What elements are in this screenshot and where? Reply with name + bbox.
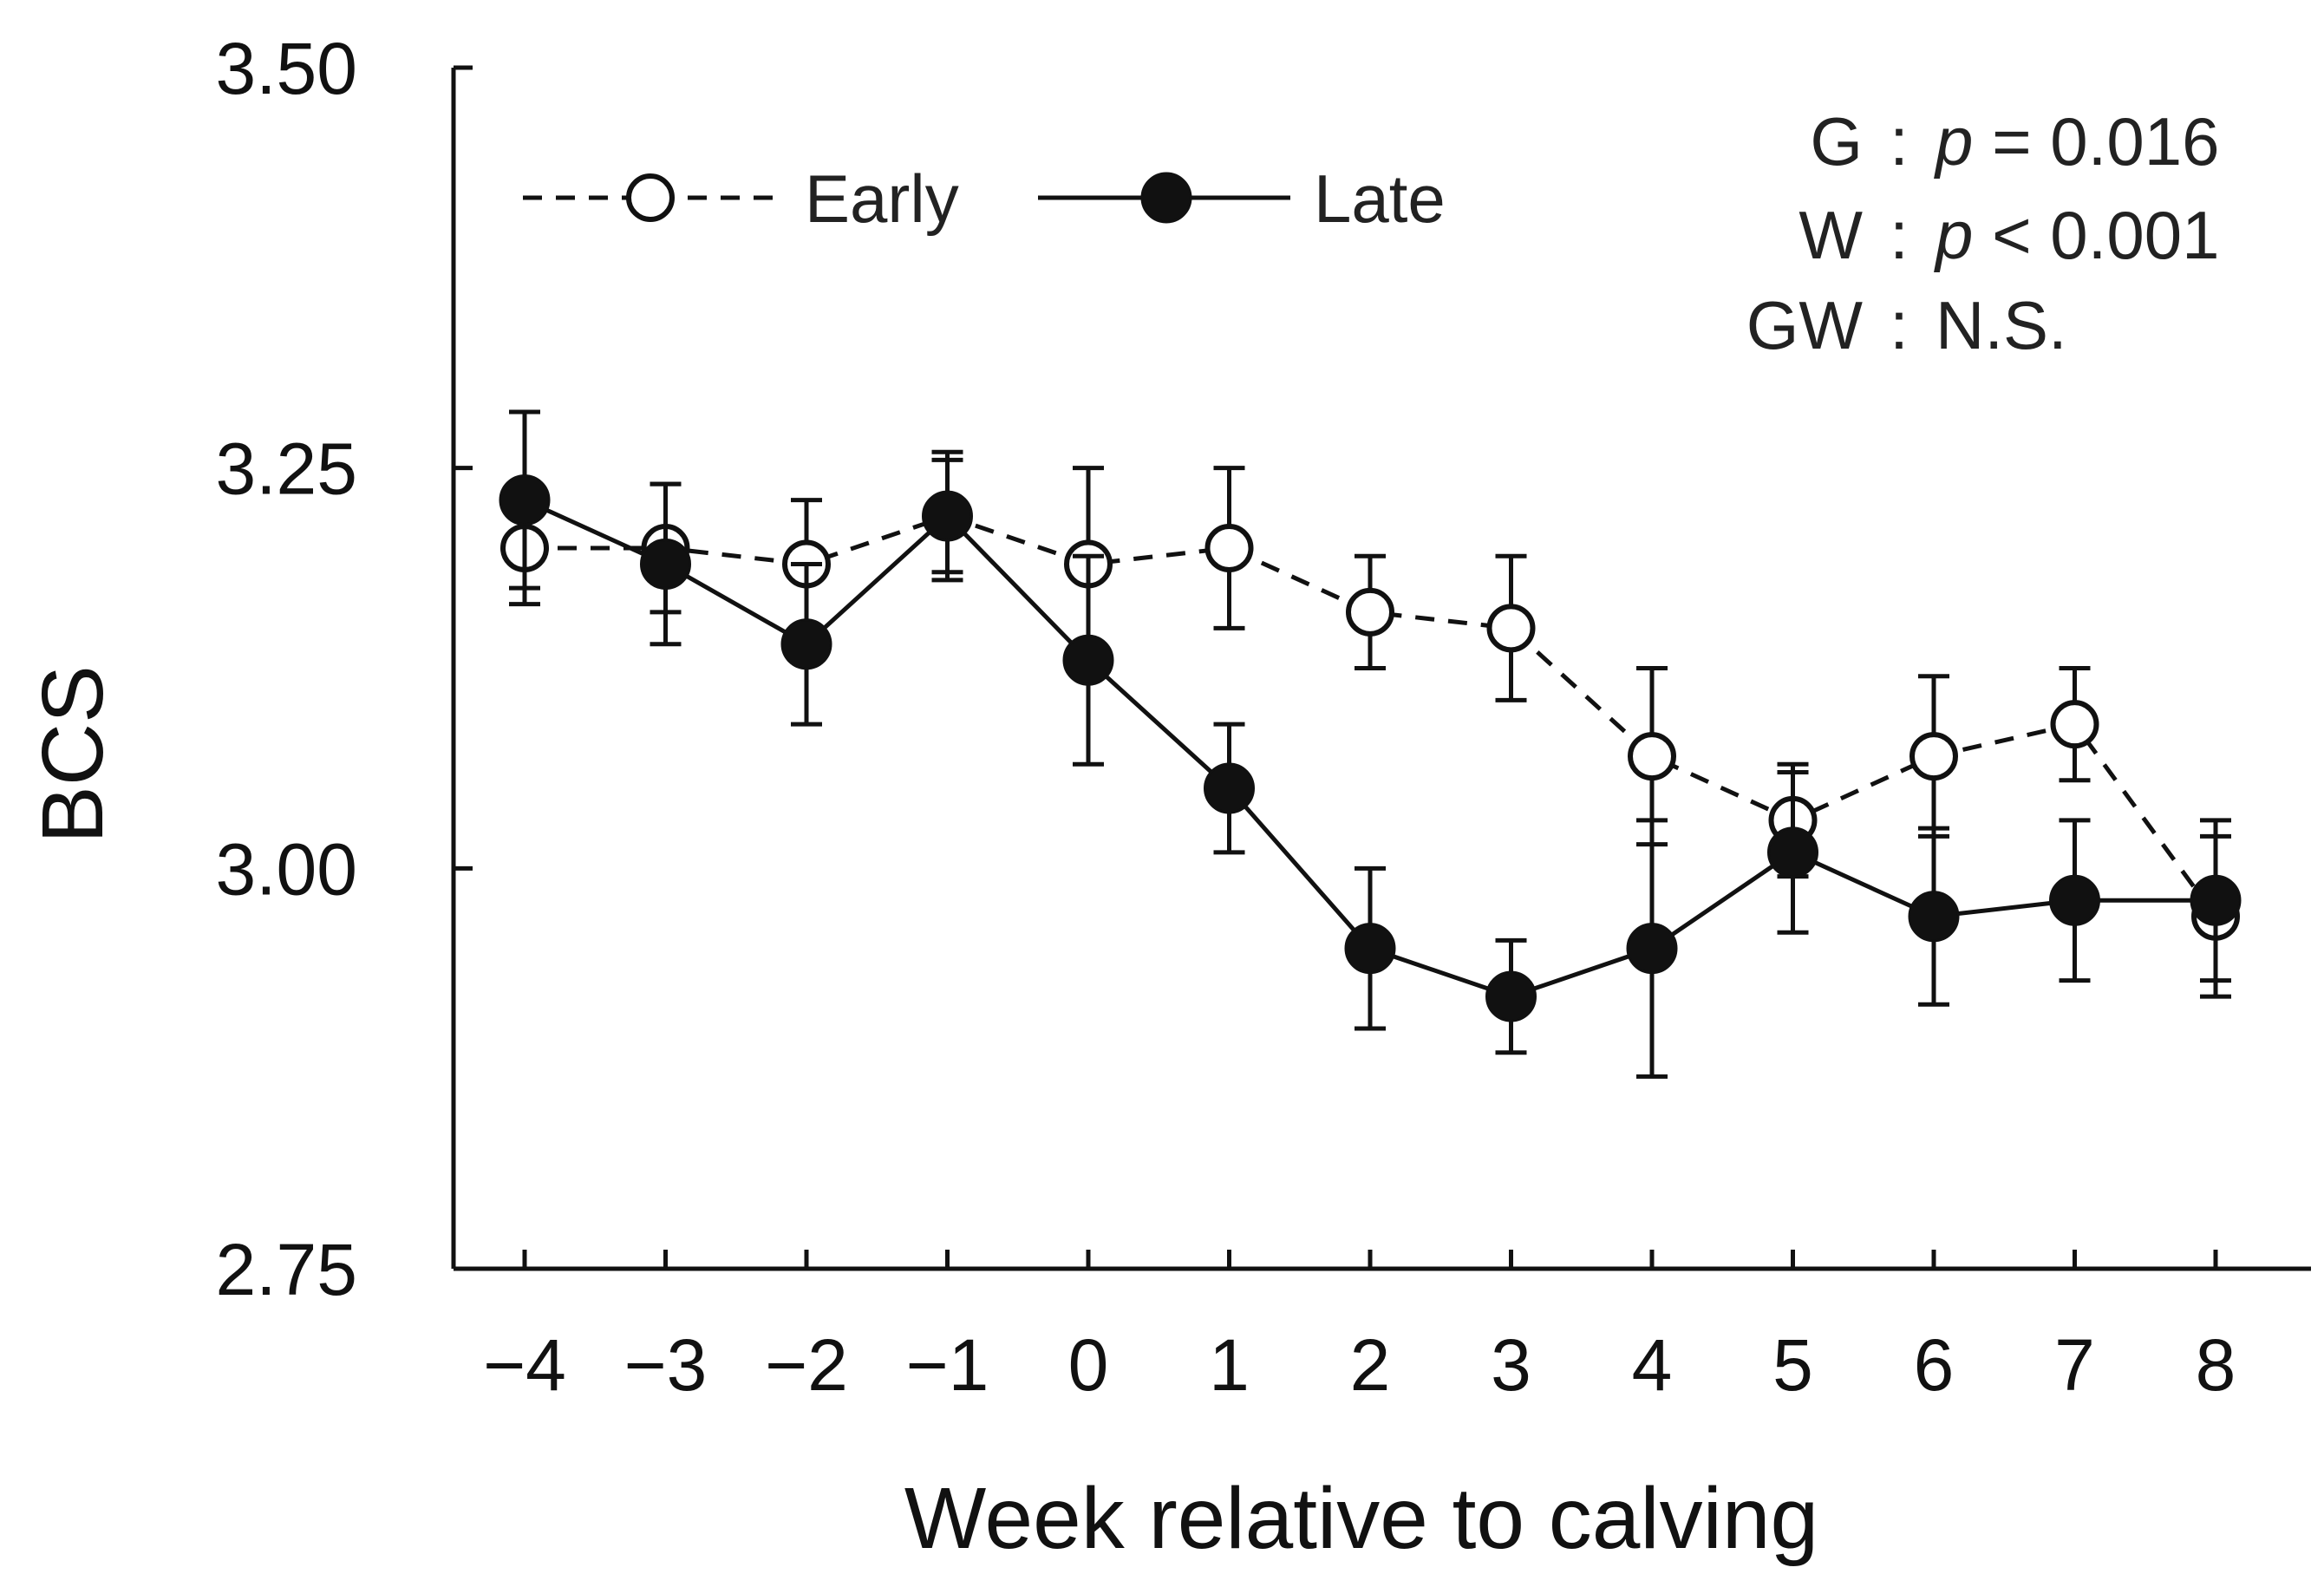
x-tick-label: −1 bbox=[906, 1324, 989, 1406]
x-tick-label: 6 bbox=[1914, 1324, 1955, 1406]
y-axis-title: BCS bbox=[24, 665, 121, 844]
data-point-early bbox=[1628, 732, 1676, 781]
legend-label-early: Early bbox=[805, 160, 959, 237]
stat-result: = 0.016 bbox=[1992, 103, 2219, 180]
x-tick-label: 1 bbox=[1209, 1324, 1250, 1406]
x-tick-label: −3 bbox=[624, 1324, 708, 1406]
data-point-early bbox=[2050, 700, 2099, 749]
stat-value: p < 0.001 bbox=[1934, 197, 2219, 273]
stat-separator: : bbox=[1890, 287, 1909, 363]
stat-p-symbol: p bbox=[1934, 103, 1992, 180]
x-axis-title: Week relative to calving bbox=[904, 1470, 1818, 1567]
legend-marker-early bbox=[626, 173, 675, 222]
x-tick-label: 4 bbox=[1632, 1324, 1673, 1406]
x-tick-label: −2 bbox=[765, 1324, 848, 1406]
x-tick-label: 0 bbox=[1068, 1324, 1109, 1406]
x-tick-label: 7 bbox=[2054, 1324, 2095, 1406]
stat-label: G bbox=[1810, 103, 1863, 180]
stat-label: W bbox=[1798, 197, 1863, 273]
stat-result: N.S. bbox=[1936, 287, 2067, 363]
legend-marker-late bbox=[1140, 172, 1192, 224]
data-point-late bbox=[1908, 891, 1960, 943]
stat-label: GW bbox=[1746, 287, 1864, 363]
legend-label-late: Late bbox=[1314, 160, 1446, 237]
x-axis-ticks: −4 −3 −2 −1 0 1 2 3 4 5 6 7 8 bbox=[483, 1250, 2236, 1406]
axes bbox=[451, 68, 2311, 1271]
y-tick-label: 3.00 bbox=[216, 828, 358, 910]
data-point-late bbox=[640, 538, 691, 590]
data-point-late bbox=[2049, 874, 2100, 926]
data-point-late bbox=[1767, 826, 1818, 878]
y-tick-label: 3.25 bbox=[216, 428, 358, 510]
data-point-early bbox=[1204, 524, 1254, 572]
stat-result: < 0.001 bbox=[1992, 197, 2219, 273]
x-tick-label: 2 bbox=[1350, 1324, 1391, 1406]
data-point-late bbox=[1062, 634, 1114, 686]
stat-p-symbol: p bbox=[1934, 197, 1992, 273]
stat-value: N.S. bbox=[1936, 287, 2067, 363]
data-point-late bbox=[922, 490, 973, 542]
series-layer bbox=[499, 409, 2242, 1079]
data-point-late bbox=[1626, 923, 1678, 975]
data-point-late bbox=[1344, 923, 1396, 975]
x-tick-label: 5 bbox=[1772, 1324, 1813, 1406]
x-tick-label: 8 bbox=[2196, 1324, 2236, 1406]
data-point-early bbox=[1486, 604, 1536, 653]
legend: Early Late bbox=[523, 160, 1446, 237]
y-tick-label: 3.50 bbox=[216, 28, 358, 109]
x-tick-label: −4 bbox=[483, 1324, 566, 1406]
x-tick-label: 3 bbox=[1491, 1324, 1531, 1406]
data-point-late bbox=[499, 474, 551, 526]
stat-separator: : bbox=[1890, 103, 1909, 180]
data-point-early bbox=[1909, 732, 1958, 781]
data-point-late bbox=[780, 618, 832, 670]
y-axis-ticks: 2.75 3.00 3.25 3.50 bbox=[216, 28, 473, 1310]
stat-value: p = 0.016 bbox=[1934, 103, 2219, 180]
data-point-early bbox=[1346, 587, 1394, 637]
stat-separator: : bbox=[1890, 197, 1909, 273]
data-point-late bbox=[1204, 762, 1255, 814]
y-tick-label: 2.75 bbox=[216, 1229, 358, 1310]
data-point-late bbox=[2190, 874, 2242, 926]
data-point-late bbox=[1485, 970, 1537, 1022]
stats-annotation: G: p = 0.016 W: p < 0.001 GW: N.S. bbox=[1746, 103, 2220, 363]
series-late bbox=[499, 409, 2242, 1079]
